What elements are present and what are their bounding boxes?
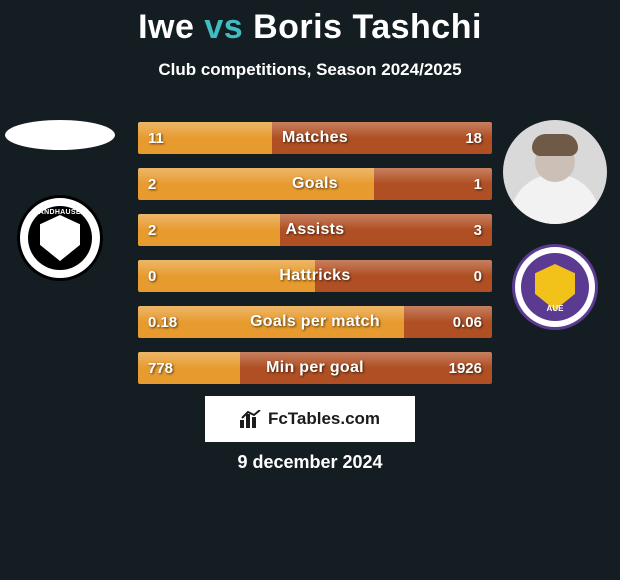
player-b-portrait xyxy=(503,120,607,224)
player-a-portrait xyxy=(5,120,115,150)
date-text: 9 december 2024 xyxy=(0,452,620,473)
stat-label: Goals per match xyxy=(138,306,492,338)
title-player-a: Iwe xyxy=(138,8,194,46)
stat-bar: 1118Matches xyxy=(138,122,492,154)
player-b-column: AUE xyxy=(500,120,610,330)
stat-bar: 7781926Min per goal xyxy=(138,352,492,384)
stat-bar: 0.180.06Goals per match xyxy=(138,306,492,338)
stat-label: Matches xyxy=(138,122,492,154)
stat-label: Assists xyxy=(138,214,492,246)
brand-icon xyxy=(240,410,262,428)
stat-label: Min per goal xyxy=(138,352,492,384)
stat-bar: 00Hattricks xyxy=(138,260,492,292)
club-a-badge: SANDHAUSEN xyxy=(17,195,103,281)
stat-bars: 1118Matches 21Goals 23Assists 00Hattricks 0.… xyxy=(138,122,492,398)
title-vs: vs xyxy=(204,8,243,46)
brand-box: FcTables.com xyxy=(205,396,415,442)
stat-bar: 21Goals xyxy=(138,168,492,200)
club-b-label: AUE xyxy=(515,304,595,313)
subtitle: Club competitions, Season 2024/2025 xyxy=(0,60,620,80)
stat-label: Hattricks xyxy=(138,260,492,292)
player-a-column: SANDHAUSEN xyxy=(5,120,115,281)
brand-text: FcTables.com xyxy=(268,409,380,429)
page-title: Iwe vs Boris Tashchi xyxy=(0,8,620,47)
stat-bar: 23Assists xyxy=(138,214,492,246)
club-a-label: SANDHAUSEN xyxy=(20,209,100,216)
club-b-badge: AUE xyxy=(512,244,598,330)
title-player-b: Boris Tashchi xyxy=(253,8,482,46)
stat-label: Goals xyxy=(138,168,492,200)
